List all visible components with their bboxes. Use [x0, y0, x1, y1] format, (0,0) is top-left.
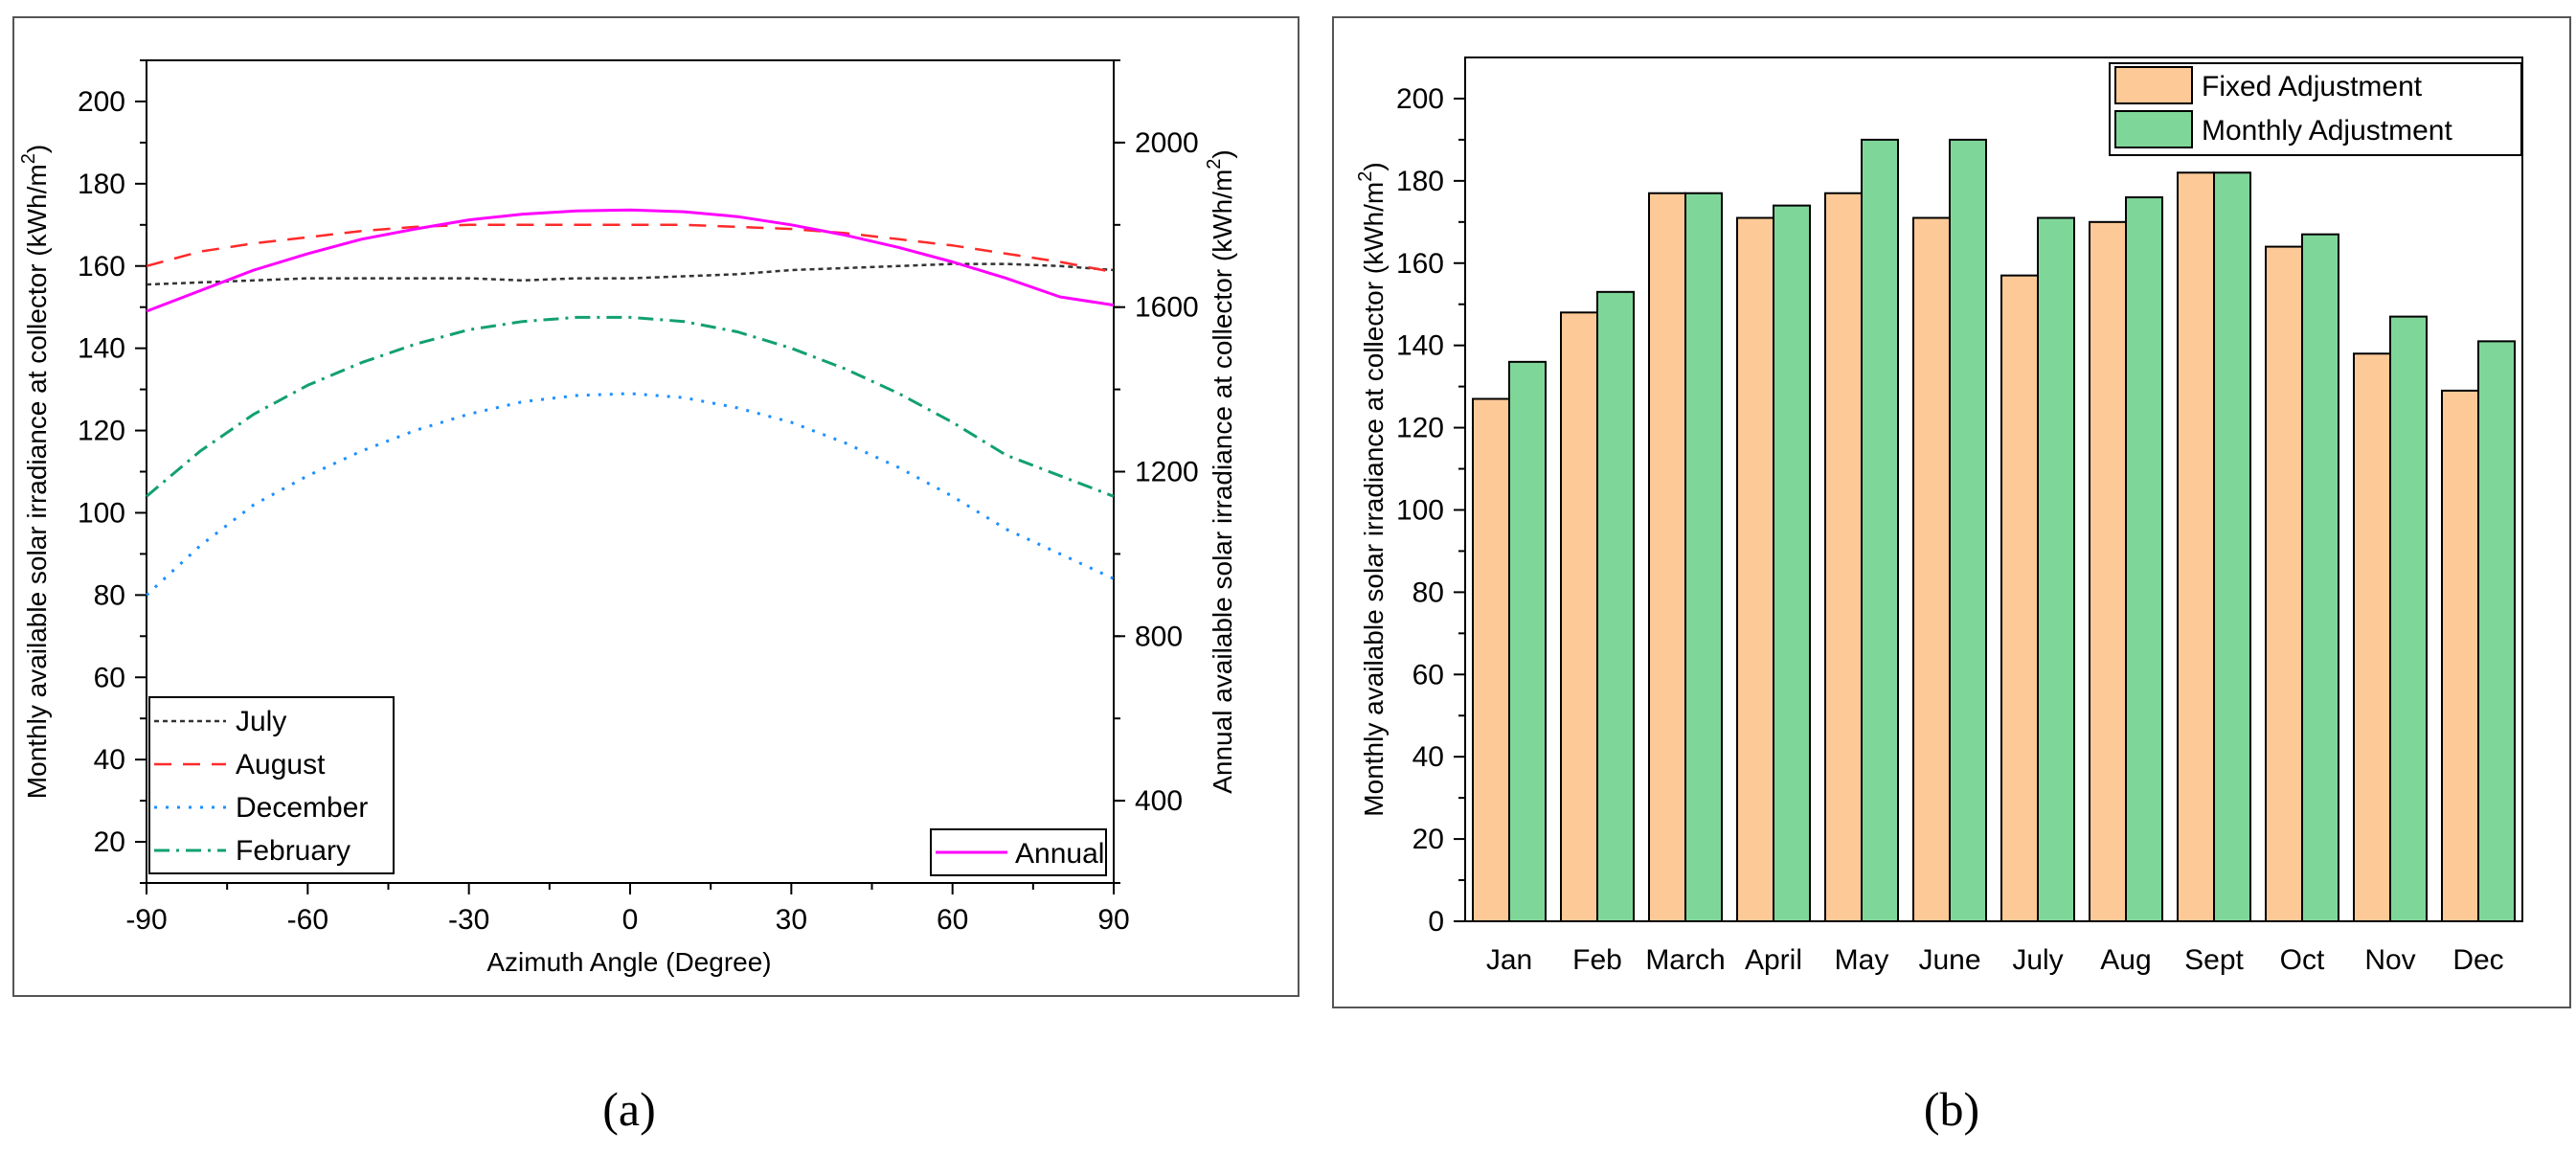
y-right-tick-label: 800: [1135, 621, 1183, 652]
x-category-label: Dec: [2452, 944, 2503, 976]
y-tick-label: 60: [1412, 659, 1444, 690]
bar-fixed-adjustment-feb: [1560, 311, 1598, 922]
x-tick-label: 0: [622, 904, 639, 936]
x-tick-label: 60: [937, 904, 968, 936]
legend-label-july: July: [236, 706, 286, 737]
x-category-label: May: [1835, 944, 1889, 976]
panel-b-plot-area: Jan Feb March April May June July Aug Sept Oct Nov…: [1396, 57, 2523, 976]
y-tick-label: 140: [1396, 330, 1444, 362]
panel-a-line-chart: -90 -60 -30 0 30 60 90 20 40 60 80 100 120 140 160 180 2…: [12, 16, 1299, 997]
y-tick-label: 0: [1428, 906, 1444, 938]
bar-monthly-adjustment-march: [1684, 192, 1723, 922]
x-category-label: Jan: [1486, 944, 1532, 976]
y-tick-label: 80: [1412, 577, 1444, 608]
panel-label-a: (a): [602, 1082, 656, 1136]
y-tick-label: 120: [78, 416, 125, 447]
x-category-label: July: [2012, 944, 2063, 976]
panel-b-axes-frame: [1464, 57, 2523, 922]
x-category-label: March: [1645, 944, 1725, 976]
bar-fixed-adjustment-june: [1912, 216, 1951, 922]
bar-monthly-adjustment-may: [1861, 138, 1899, 922]
y-tick-label: 20: [1412, 824, 1444, 855]
legend-swatch-monthly-adjustment: [2114, 110, 2193, 148]
bar-fixed-adjustment-dec: [2441, 389, 2479, 922]
y-tick-label: 180: [78, 169, 125, 200]
bar-monthly-adjustment-sept: [2213, 171, 2251, 922]
legend-label-february: February: [236, 835, 350, 867]
x-category-label: Oct: [2280, 944, 2325, 976]
bar-fixed-adjustment-may: [1824, 192, 1863, 922]
panel-b-y-axis-label: Monthly available solar irradiance at co…: [1355, 162, 1389, 816]
series-line-december: [145, 392, 1115, 597]
bar-fixed-adjustment-april: [1736, 216, 1774, 922]
bar-monthly-adjustment-july: [2037, 216, 2075, 922]
y-tick-label: 120: [1396, 413, 1444, 444]
panel-b-bar-chart: Jan Feb March April May June July Aug Sept Oct Nov…: [1332, 16, 2571, 1008]
legend-label-august: August: [236, 749, 326, 781]
bar-fixed-adjustment-nov: [2353, 352, 2391, 922]
y-right-tick-label: 1200: [1135, 457, 1199, 488]
bar-monthly-adjustment-april: [1773, 204, 1811, 922]
panel-label-b: (b): [1924, 1082, 1979, 1136]
panel-a-frame: [12, 16, 1299, 997]
x-tick-label: -30: [448, 904, 489, 936]
x-category-label: Aug: [2100, 944, 2151, 976]
legend-swatch-fixed-adjustment: [2114, 66, 2193, 104]
y-tick-label: 180: [1396, 166, 1444, 197]
bar-monthly-adjustment-feb: [1596, 290, 1635, 923]
y-right-tick-label: 400: [1135, 785, 1183, 817]
bar-fixed-adjustment-july: [2000, 274, 2039, 922]
x-tick-label: -90: [125, 904, 167, 936]
y-tick-label: 80: [94, 579, 125, 611]
legend-label-annual: Annual: [1015, 838, 1104, 870]
x-tick-label: -60: [287, 904, 328, 936]
x-tick-label: 30: [776, 904, 807, 936]
bar-fixed-adjustment-oct: [2265, 245, 2303, 923]
y-tick-label: 100: [78, 497, 125, 529]
bar-fixed-adjustment-sept: [2177, 171, 2215, 922]
bar-monthly-adjustment-jan: [1508, 360, 1547, 923]
bar-fixed-adjustment-jan: [1472, 397, 1510, 922]
series-line-august: [146, 223, 1115, 274]
y-tick-label: 100: [1396, 494, 1444, 526]
x-category-label: Feb: [1572, 944, 1622, 976]
legend-label-december: December: [236, 792, 368, 824]
y-tick-label: 160: [1396, 248, 1444, 280]
bar-monthly-adjustment-june: [1949, 138, 1987, 922]
legend-label-fixed-adjustment: Fixed Adjustment: [2202, 71, 2423, 102]
x-category-label: Sept: [2184, 944, 2244, 976]
bar-monthly-adjustment-oct: [2301, 233, 2339, 922]
bar-monthly-adjustment-dec: [2477, 340, 2516, 923]
legend-label-monthly-adjustment: Monthly Adjustment: [2202, 115, 2452, 147]
panel-a-right-axis-label: Annual available solar irradiance at col…: [1204, 149, 1237, 794]
y-tick-label: 40: [94, 744, 125, 776]
x-category-label: April: [1745, 944, 1802, 976]
series-line-february: [146, 315, 1115, 498]
y-tick-label: 140: [78, 333, 125, 365]
y-tick-label: 200: [1396, 83, 1444, 115]
x-category-label: June: [1918, 944, 1980, 976]
bar-fixed-adjustment-aug: [2089, 220, 2127, 923]
bar-monthly-adjustment-nov: [2389, 315, 2428, 923]
legend-left: [148, 696, 395, 874]
y-tick-label: 60: [94, 662, 125, 693]
y-tick-label: 40: [1412, 741, 1444, 773]
bar-fixed-adjustment-march: [1648, 192, 1686, 922]
series-line-july: [146, 262, 1115, 286]
y-right-tick-label: 1600: [1135, 292, 1199, 324]
y-tick-label: 160: [78, 251, 125, 283]
bar-monthly-adjustment-aug: [2125, 196, 2163, 923]
panel-a-left-axis-label: Monthly available solar irradiance at co…: [18, 145, 52, 799]
panel-b-frame: [1332, 16, 2571, 1008]
y-right-tick-label: 2000: [1135, 127, 1199, 159]
x-category-label: Nov: [2364, 944, 2415, 976]
panel-a-plot-area: -90 -60 -30 0 30 60 90 20 40 60 80 100 120 140 160 180 2…: [78, 59, 1199, 936]
y-tick-label: 200: [78, 86, 125, 118]
x-tick-label: 90: [1097, 904, 1129, 936]
series-line-annual: [146, 208, 1115, 313]
y-tick-label: 20: [94, 826, 125, 858]
panel-a-x-axis-label: Azimuth Angle (Degree): [486, 947, 771, 977]
